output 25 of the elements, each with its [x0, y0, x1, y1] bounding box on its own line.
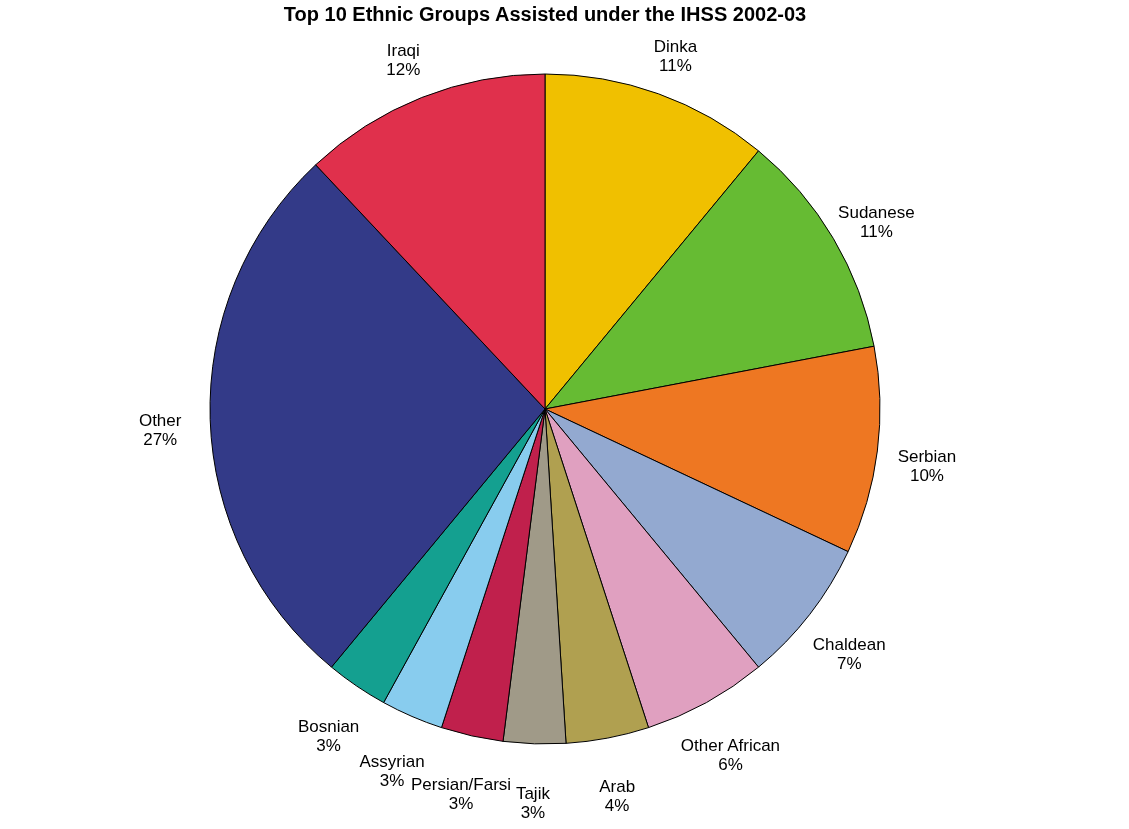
- data-label: 3%: [520, 802, 546, 822]
- data-label: 10%: [909, 466, 944, 486]
- slice-label: Arab: [599, 777, 636, 797]
- slice-label: Dinka: [653, 36, 698, 56]
- data-label: 11%: [659, 55, 692, 75]
- data-label: 3%: [379, 771, 405, 791]
- slice-label: Other: [138, 411, 182, 431]
- chart-title: Top 10 Ethnic Groups Assisted under the IHSS 2002-03: [283, 3, 807, 25]
- data-label: 3%: [448, 793, 474, 813]
- data-label: 12%: [386, 60, 421, 80]
- slice-label: Persian/Farsi: [410, 774, 512, 794]
- slice-label: Serbian: [897, 447, 957, 467]
- data-label: 11%: [860, 222, 893, 242]
- slice-label: Bosnian: [297, 717, 360, 737]
- data-label: 3%: [316, 736, 341, 756]
- slice-label: Sudanese: [838, 203, 915, 223]
- data-label: 6%: [718, 755, 743, 775]
- data-label: 7%: [836, 653, 862, 673]
- slice-label: Iraqi: [386, 41, 420, 61]
- slice-label: Other African: [680, 736, 781, 756]
- slice-label: Tajik: [515, 783, 551, 803]
- data-label: 4%: [604, 796, 630, 816]
- data-label: 27%: [143, 430, 178, 450]
- slice-label: Assyrian: [359, 752, 425, 772]
- slice-label: Chaldean: [812, 634, 886, 654]
